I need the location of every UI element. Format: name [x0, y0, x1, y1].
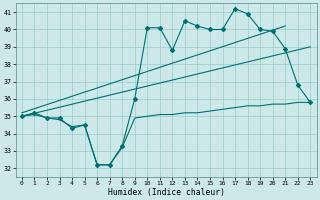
X-axis label: Humidex (Indice chaleur): Humidex (Indice chaleur)	[108, 188, 225, 197]
